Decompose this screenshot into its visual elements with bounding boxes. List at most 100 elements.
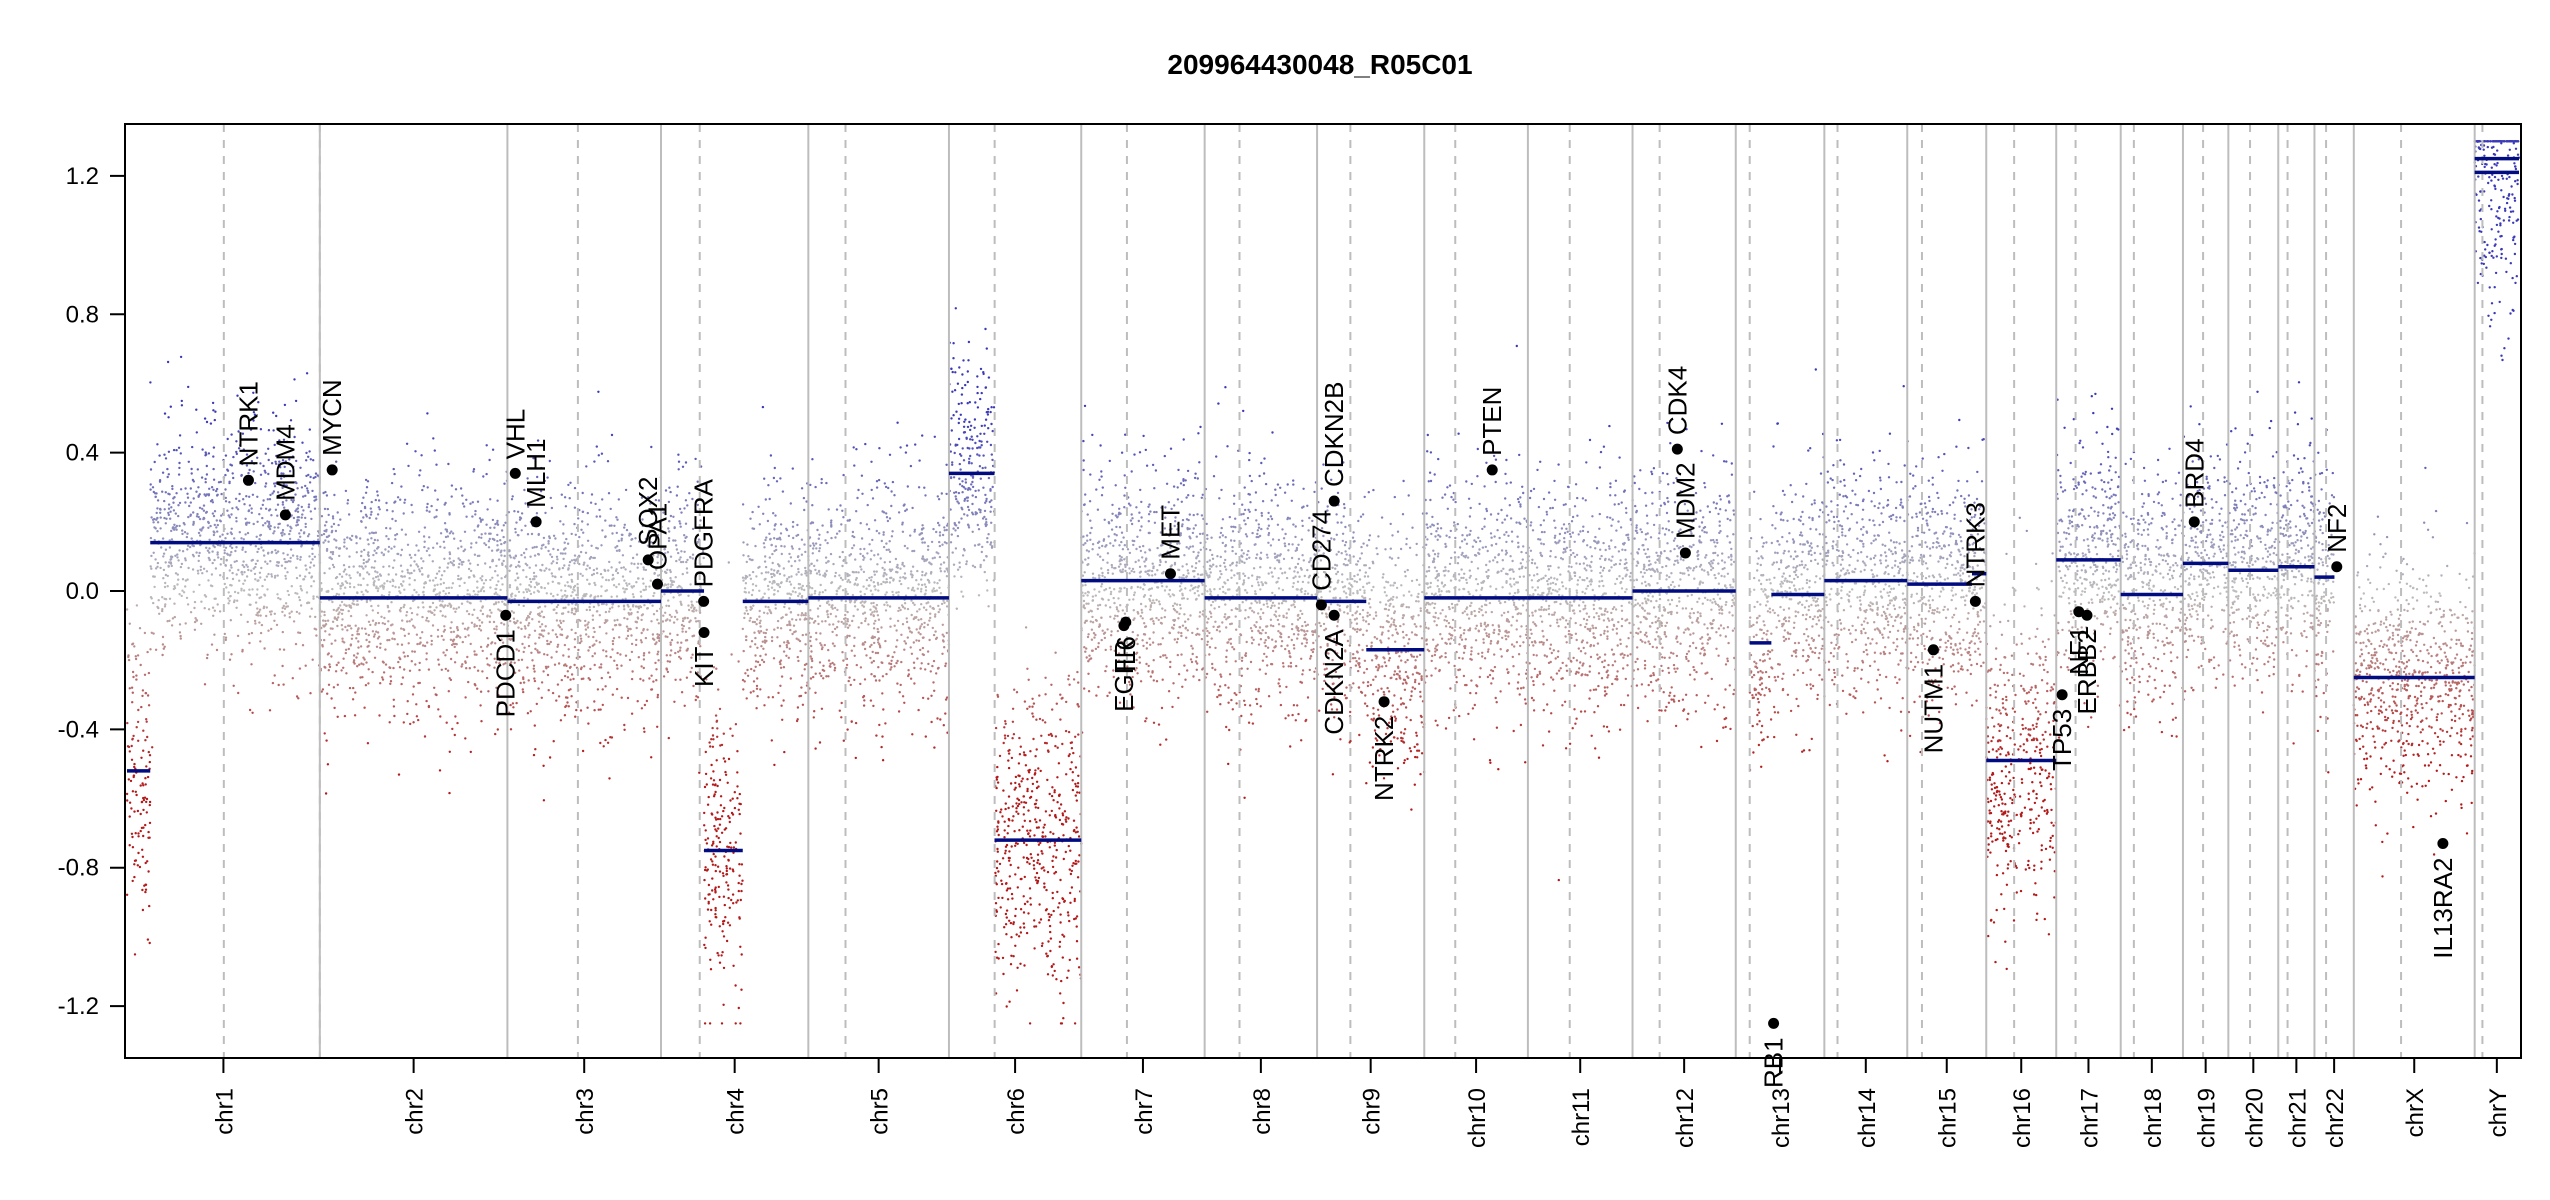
probe-point <box>544 605 547 608</box>
probe-point <box>869 589 873 592</box>
probe-point <box>324 630 327 633</box>
probe-point <box>732 851 735 854</box>
probe-point <box>161 635 165 639</box>
probe-point <box>870 643 873 647</box>
probe-point <box>802 613 805 617</box>
probe-point <box>846 634 849 637</box>
probe-point <box>986 413 990 416</box>
probe-point <box>871 593 874 596</box>
probe-point <box>602 649 605 652</box>
probe-point <box>385 501 388 505</box>
probe-point <box>500 542 503 546</box>
probe-point <box>642 568 646 571</box>
probe-point <box>137 708 140 712</box>
probe-point <box>667 539 671 543</box>
probe-point <box>436 628 440 632</box>
probe-point <box>982 486 985 489</box>
probe-point <box>145 800 148 804</box>
probe-point <box>136 654 140 657</box>
probe-point <box>202 504 206 507</box>
probe-point <box>640 562 643 566</box>
probe-point <box>872 581 875 584</box>
probe-point <box>890 490 893 493</box>
probe-point <box>542 635 545 638</box>
probe-point <box>853 654 856 657</box>
probe-point <box>829 552 833 556</box>
probe-point <box>982 559 986 562</box>
probe-point <box>161 643 165 646</box>
probe-point <box>387 537 390 541</box>
probe-point <box>206 653 209 656</box>
probe-point <box>359 583 363 587</box>
probe-point <box>324 539 327 542</box>
probe-point <box>944 698 948 701</box>
probe-point <box>376 589 380 593</box>
probe-point <box>939 570 943 573</box>
probe-point <box>198 551 201 555</box>
probe-point <box>509 703 512 707</box>
probe-point <box>669 585 672 588</box>
probe-point <box>444 592 447 595</box>
probe-point <box>460 602 464 605</box>
probe-point <box>163 516 166 520</box>
probe-point <box>135 678 138 681</box>
probe-point <box>342 592 346 595</box>
probe-point <box>907 587 910 590</box>
probe-point <box>481 612 485 616</box>
probe-point <box>719 817 722 821</box>
probe-point <box>471 515 474 518</box>
probe-point <box>426 575 430 578</box>
probe-point <box>964 418 967 421</box>
probe-point <box>297 538 300 541</box>
probe-point <box>598 625 601 629</box>
probe-point <box>159 566 162 570</box>
probe-point <box>597 390 600 393</box>
probe-point <box>565 664 568 668</box>
probe-point <box>420 557 423 560</box>
probe-point <box>620 664 623 667</box>
probe-point <box>485 657 489 660</box>
probe-point <box>372 583 375 586</box>
probe-point <box>743 590 746 594</box>
probe-point <box>518 669 521 672</box>
probe-point <box>130 832 134 835</box>
probe-point <box>554 537 557 540</box>
probe-point <box>841 651 844 654</box>
probe-point <box>201 572 204 575</box>
probe-point <box>965 560 968 563</box>
probe-point <box>762 542 766 545</box>
probe-point <box>242 538 245 541</box>
probe-point <box>197 559 200 563</box>
probe-point <box>749 691 752 694</box>
probe-point <box>292 465 295 468</box>
probe-point <box>768 608 771 612</box>
probe-point <box>627 627 630 630</box>
probe-point <box>445 721 448 724</box>
probe-point <box>207 556 210 560</box>
probe-point <box>980 444 983 447</box>
probe-point <box>906 547 909 550</box>
probe-point <box>461 494 464 497</box>
probe-point <box>132 734 135 738</box>
probe-point <box>350 627 353 630</box>
probe-point <box>917 618 920 622</box>
probe-point <box>161 490 164 493</box>
probe-point <box>630 611 633 615</box>
probe-point <box>570 695 573 698</box>
probe-point <box>721 951 724 954</box>
probe-point <box>425 652 428 655</box>
probe-point <box>308 428 311 431</box>
probe-point <box>373 566 376 569</box>
probe-point <box>496 499 499 502</box>
probe-point <box>857 626 860 629</box>
probe-point <box>418 570 422 573</box>
probe-point <box>451 639 455 642</box>
probe-point <box>531 659 534 662</box>
probe-point <box>562 557 565 561</box>
probe-point <box>743 612 746 615</box>
probe-point <box>848 624 851 627</box>
probe-point <box>390 547 393 550</box>
probe-point <box>366 571 369 574</box>
probe-point <box>871 497 875 500</box>
probe-point <box>203 517 206 520</box>
